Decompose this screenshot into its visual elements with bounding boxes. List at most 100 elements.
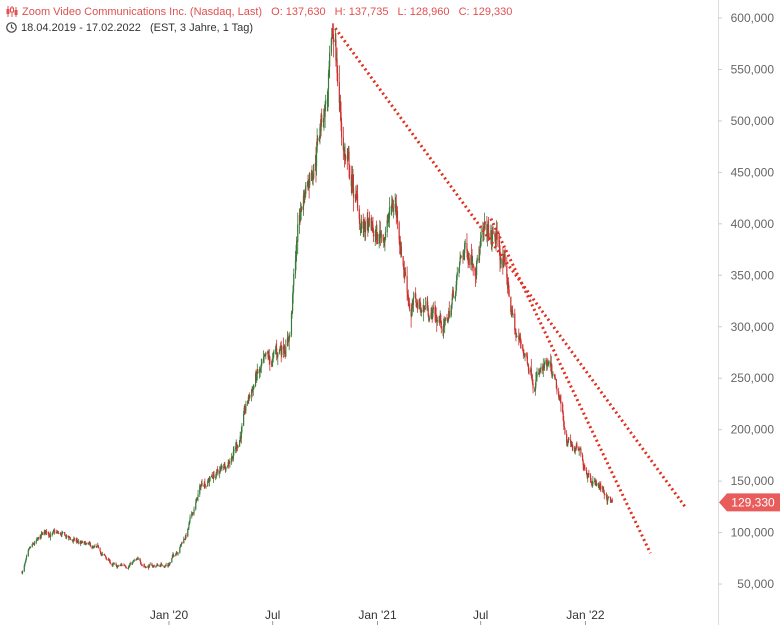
candle: [584, 464, 586, 472]
candle: [388, 197, 391, 228]
candle: [253, 384, 255, 390]
candle: [325, 94, 327, 112]
candle: [427, 295, 429, 310]
candle: [149, 562, 151, 565]
candle: [213, 470, 215, 479]
candle: [523, 349, 525, 356]
candle: [411, 298, 413, 316]
candle: [141, 564, 143, 567]
candle: [514, 328, 516, 335]
candle: [281, 345, 283, 358]
candle: [544, 358, 546, 365]
candle: [121, 563, 123, 567]
candle: [100, 552, 102, 556]
candle: [265, 351, 267, 360]
candle: [450, 303, 453, 316]
candle: [61, 531, 64, 535]
open-value: O: 137,630: [271, 6, 326, 18]
candle: [239, 439, 241, 448]
y-tick-label: 500,000: [731, 114, 775, 128]
candle: [440, 320, 442, 334]
candle: [229, 458, 231, 468]
candle: [432, 302, 434, 313]
candle: [191, 511, 193, 519]
candle: [416, 299, 418, 313]
candle: [608, 496, 610, 498]
candle: [76, 537, 78, 544]
candle: [571, 441, 573, 452]
candle: [151, 562, 153, 566]
candle: [105, 557, 107, 561]
candle: [500, 257, 502, 269]
candle: [228, 459, 230, 469]
candle: [380, 229, 383, 244]
candle: [456, 274, 458, 291]
candle: [237, 444, 239, 449]
candle: [69, 536, 72, 541]
candle: [327, 88, 329, 112]
candles-layer: [21, 23, 613, 575]
candle: [535, 372, 537, 389]
trendline-2: [489, 218, 652, 554]
candle: [155, 565, 158, 567]
candle: [261, 359, 263, 366]
candle: [423, 298, 425, 322]
candle: [172, 553, 175, 558]
candle: [331, 23, 334, 39]
candle: [297, 212, 299, 255]
candle: [313, 163, 315, 180]
x-tick-label: Jan '22: [566, 608, 605, 622]
candle: [236, 441, 238, 452]
candle: [554, 374, 556, 380]
candle: [201, 479, 203, 487]
y-tick-label: 600,000: [731, 11, 775, 25]
candle: [185, 532, 187, 539]
candle: [459, 251, 461, 265]
candle: [21, 570, 24, 575]
candle: [480, 232, 482, 249]
candle: [347, 148, 349, 162]
candle: [458, 267, 460, 278]
candle: [530, 358, 532, 379]
candle: [125, 566, 127, 569]
candle: [372, 227, 375, 243]
candle: [319, 123, 321, 145]
candle: [197, 489, 199, 502]
candle: [93, 544, 95, 549]
candle: [137, 556, 139, 561]
candle: [169, 561, 171, 565]
high-value: H: 137,735: [334, 6, 389, 18]
candle: [408, 297, 411, 312]
candle: [391, 196, 393, 209]
candle: [466, 248, 469, 261]
candle: [499, 244, 501, 272]
y-tick-label: 50,000: [737, 577, 774, 591]
chart-title: Zoom Video Communications Inc. (Nasdaq, …: [22, 6, 263, 18]
candle: [588, 469, 590, 478]
candle: [259, 368, 261, 378]
candle: [515, 332, 518, 338]
candle: [598, 485, 600, 491]
candle: [52, 531, 54, 535]
candle: [472, 263, 474, 276]
candle: [286, 331, 289, 347]
candle: [148, 566, 150, 569]
candle: [181, 541, 183, 545]
candle: [157, 564, 159, 567]
candle: [386, 215, 388, 238]
candle: [442, 318, 445, 339]
candle: [97, 544, 99, 549]
candle: [165, 562, 167, 567]
candle: [468, 253, 470, 269]
candle: [396, 206, 399, 230]
close-value: C: 129,330: [458, 6, 513, 18]
candle: [177, 552, 179, 556]
y-tick-label: 550,000: [731, 62, 775, 76]
candle: [91, 545, 93, 550]
y-tick-label: 450,000: [731, 165, 775, 179]
candle: [484, 212, 486, 229]
candle: [25, 558, 27, 563]
candle: [434, 301, 436, 322]
candle: [143, 563, 145, 568]
candle: [171, 557, 173, 564]
